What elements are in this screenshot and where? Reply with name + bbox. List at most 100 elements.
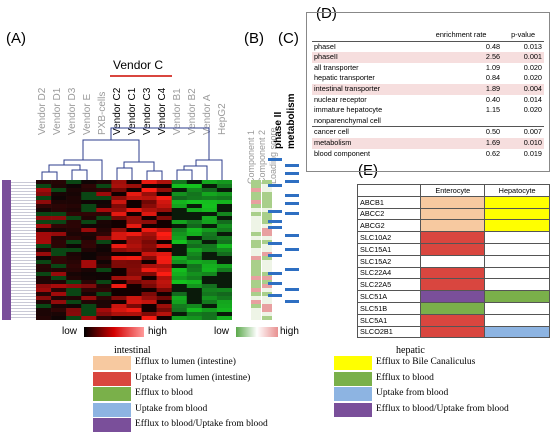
- row-annotation-bar: [2, 180, 11, 320]
- heatmap-cell: [81, 208, 97, 213]
- heatmap-cell: [126, 296, 142, 301]
- table-cell: all transporter: [314, 62, 359, 72]
- heatmap-cell: [81, 200, 97, 205]
- loading-cell: [262, 264, 272, 269]
- heatmap-cell: [51, 180, 67, 185]
- heatmap-cell: [36, 236, 52, 241]
- table-cell: nonparenchymal cell: [314, 115, 381, 125]
- heatmap-cell: [51, 296, 67, 301]
- loading-cell: [251, 180, 261, 185]
- heatmap-cell: [111, 208, 127, 213]
- heatmap-cell: [81, 264, 97, 269]
- role-cell: [484, 313, 550, 327]
- role-cell: [420, 231, 486, 244]
- loading-cell: [262, 280, 272, 285]
- heatmap-cell: [216, 284, 232, 289]
- gene-name: SLC10A2: [356, 231, 422, 244]
- table-cell: 1.89: [420, 83, 503, 95]
- heatmap-cell: [216, 208, 232, 213]
- legend-label: Efflux to blood/Uptake from blood: [135, 419, 268, 429]
- heatmap-cell: [126, 196, 142, 201]
- heatmap-cell: [81, 248, 97, 253]
- role-cell: [420, 266, 486, 280]
- heatmap-cell: [126, 236, 142, 241]
- heatmap-cell: [201, 280, 218, 285]
- heatmap-cell: [66, 252, 82, 257]
- heatmap-cell: [111, 256, 127, 261]
- heatmap-cell: [36, 264, 52, 269]
- annotation-mark: [268, 220, 282, 223]
- heatmap-cell: [36, 216, 52, 221]
- annotation-mark: [268, 210, 282, 213]
- heatmap-cell: [111, 184, 127, 189]
- role-cell: [484, 195, 550, 209]
- heatmap-cell: [156, 296, 172, 301]
- annotation-mark: [285, 164, 299, 167]
- loading-cell: [251, 312, 261, 317]
- table-cell: 0.50: [420, 126, 503, 138]
- column-label-c: metabolism: [286, 93, 297, 149]
- heatmap-cell: [36, 204, 52, 209]
- table-cell: phaseII: [312, 52, 421, 63]
- gene-name: SLCO2B1: [356, 325, 422, 339]
- gene-name: SLC5A1: [356, 313, 422, 327]
- heatmap-cell: [186, 272, 203, 277]
- heatmap-cell: [216, 292, 232, 297]
- heatmap-cell: [201, 252, 218, 257]
- heatmap-cell: [201, 308, 218, 313]
- heatmap-cell: [216, 216, 232, 221]
- table-row: all transporter 1.09 0.020: [312, 63, 544, 74]
- heatmap-cell: [171, 212, 188, 217]
- heatmap-cell: [141, 292, 157, 297]
- legend-hepatic-title: hepatic: [396, 345, 425, 356]
- loading-cell: [262, 188, 272, 193]
- heatmap-cell: [201, 236, 218, 241]
- colorbar-a-high: high: [148, 326, 167, 337]
- heatmap-cell: [156, 276, 172, 281]
- heatmap-cell: [36, 284, 52, 289]
- heatmap-cell: [171, 196, 188, 201]
- heatmap-cell: [171, 304, 188, 309]
- heatmap-cell: [141, 236, 157, 241]
- heatmap-cell: [216, 260, 232, 265]
- table-cell: 0.004: [502, 83, 544, 95]
- heatmap-cell: [201, 300, 218, 305]
- heatmap-cell: [171, 268, 188, 273]
- heatmap-cell: [66, 216, 82, 221]
- heatmap-cell: [126, 272, 142, 277]
- vendor-c-underline: [110, 75, 172, 77]
- heatmap-cell: [171, 184, 188, 189]
- loading-cell: [251, 228, 261, 233]
- heatmap-cell: [111, 316, 127, 320]
- enrichment-table: enrichment rate p-value phaseI 0.48 0.013 pha…: [312, 30, 544, 159]
- heatmap-cell: [171, 308, 188, 313]
- loading-cell: [262, 304, 272, 309]
- heatmap-cell: [186, 236, 203, 241]
- loading-cell: [262, 244, 272, 249]
- panel-label-c: (C): [278, 30, 299, 47]
- table-d-header: [312, 30, 421, 42]
- heatmap-cell: [51, 184, 67, 189]
- heatmap-cell: [51, 224, 67, 229]
- heatmap-cell: [156, 264, 172, 269]
- heatmap-cell: [66, 272, 82, 277]
- loading-cell: [262, 196, 272, 201]
- heatmap-cell: [51, 292, 67, 297]
- heatmap-cell: [96, 192, 112, 197]
- table-cell: 0.019: [523, 148, 542, 158]
- heatmap-cell: [81, 300, 97, 305]
- loading-cell: [251, 268, 261, 273]
- heatmap-cell: [81, 272, 97, 277]
- heatmap-cell: [201, 204, 218, 209]
- loading-cell: [251, 316, 261, 320]
- heatmap-cell: [111, 204, 127, 209]
- heatmap-cell: [126, 216, 142, 221]
- heatmap-cell: [126, 192, 142, 197]
- role-cell: [420, 325, 486, 339]
- heatmap-cell: [96, 208, 112, 213]
- heatmap-cell: [201, 216, 218, 221]
- heatmap-cell: [216, 272, 232, 277]
- heatmap-cell: [186, 260, 203, 265]
- role-cell: [484, 266, 550, 280]
- table-row: SLC15A1: [356, 242, 550, 256]
